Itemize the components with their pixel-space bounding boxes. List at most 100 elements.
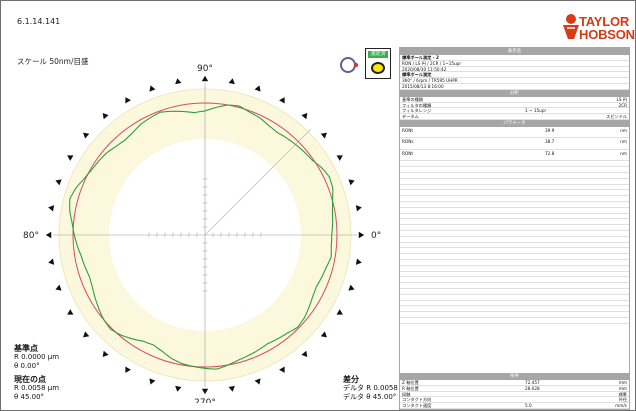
angle-marker — [175, 78, 182, 85]
angle-marker — [83, 331, 90, 338]
analysis-row: フィルタレンジ 1 ~ 15upr — [400, 108, 629, 115]
parameter-unit: nm — [620, 139, 627, 145]
overview-row-label: 標準ボール測定 — [402, 72, 432, 78]
condition-unit: 標準 — [618, 391, 627, 397]
condition-value: 28.028 — [525, 385, 540, 391]
angle-marker — [48, 258, 55, 265]
reference-point-readout: 基準点 R 0.0000 μm θ 0.00° — [14, 344, 59, 371]
condition-rows: Z 軸位置 72.457 mm R 軸位置 28.028 mm 探触 標準 コンタクト方向 外径コ… — [400, 380, 629, 409]
analysis-row-range: 1 ~ 15upr — [525, 108, 547, 114]
results-panel: 表示名 標準ボール測定 - 2 RON / LS 円 / 2CR / 1~15up… — [399, 47, 630, 410]
angle-marker — [348, 284, 355, 291]
scale-label: スケール 50nm/目盛 — [17, 57, 89, 66]
overview-row-label: RON / LS 円 / 2CR / 1~15upr — [402, 60, 462, 66]
empty-rows — [400, 161, 629, 324]
circle-run-icon[interactable] — [339, 55, 359, 75]
current-point-readout: 現在の点 R 0.0058 μm θ 45.00° — [14, 375, 59, 402]
angle-marker — [301, 350, 308, 357]
angle-label: 90° — [197, 64, 213, 74]
analysis-row-label: データム — [402, 114, 419, 120]
angle-marker — [48, 205, 55, 212]
overview-row: 標準ボール測定 — [400, 72, 629, 79]
angle-marker — [355, 258, 362, 265]
angle-marker — [228, 78, 235, 85]
empty-row — [400, 312, 629, 318]
condition-row: Z 軸位置 72.457 mm — [400, 380, 629, 386]
yellow-lamp-icon — [371, 62, 385, 74]
empty-row — [400, 225, 629, 232]
angle-label: 0° — [371, 231, 381, 241]
empty-row — [400, 185, 629, 191]
condition-label: コンタクト速度 — [402, 403, 432, 409]
brand-line-1: TAYLOR — [579, 14, 630, 29]
angle-marker — [336, 309, 343, 315]
empty-row — [400, 266, 629, 272]
angle-label: 270° — [194, 398, 216, 403]
condition-label: コンタクト方向 — [402, 397, 432, 403]
status-lamp[interactable]: 測定済 — [365, 48, 391, 79]
angle-marker — [348, 179, 355, 186]
parameters-section-header: パラメータ — [400, 119, 629, 127]
angle-marker — [55, 179, 62, 186]
condition-value: 72.457 — [525, 380, 540, 386]
parameter-unit: nm — [620, 150, 627, 156]
current-point-theta: θ 45.00° — [14, 393, 45, 401]
empty-row — [400, 196, 629, 203]
angle-marker — [320, 132, 327, 139]
angle-marker — [175, 385, 182, 392]
angle-marker — [254, 85, 261, 92]
analysis-row-value: LS 円 — [616, 96, 627, 102]
parameter-unit: nm — [620, 127, 627, 133]
condition-value: 5.0 — [525, 403, 532, 409]
empty-row — [400, 208, 629, 214]
empty-row — [400, 173, 629, 179]
difference-readout: 差分 デルタ R 0.0058 μm デルタ θ 45.00° — [343, 375, 411, 402]
empty-row — [400, 272, 629, 278]
condition-row: R 軸位置 28.028 mm — [400, 386, 629, 392]
status-badge: 測定済 — [368, 51, 388, 58]
angle-marker — [201, 75, 209, 82]
angle-marker — [125, 97, 131, 104]
angle-marker — [102, 350, 109, 357]
analysis-row-value: スピンドル — [606, 114, 627, 120]
empty-row — [400, 237, 629, 243]
empty-row — [400, 318, 629, 324]
roundness-trace — [69, 104, 334, 370]
overview-row: 2015/08/13 8:16:00 — [400, 84, 629, 90]
angle-marker — [228, 385, 235, 392]
angle-marker — [149, 85, 156, 92]
condition-label: 探触 — [402, 391, 411, 397]
analysis-rows: 基準の種類 LS 円フィルタの種類 2CR フィルタレンジ 1 ~ 15upr データム ス… — [400, 97, 629, 120]
overview-row: 360° / 6rpm / TR595 UHPR — [400, 78, 629, 84]
angle-marker — [336, 155, 343, 161]
analysis-row: フィルタの種類 2CR — [400, 103, 629, 109]
overview-section-header: 表示名 — [400, 48, 629, 55]
empty-row — [400, 289, 629, 295]
analysis-row-label: フィルタレンジ — [402, 108, 432, 114]
condition-row: 探触 標準 — [400, 392, 629, 398]
angle-label: 180° — [23, 231, 39, 241]
conditions-section: 条件 Z 軸位置 72.457 mm R 軸位置 28.028 mm 探触 標準 コンタクト方向… — [400, 373, 629, 409]
parameter-value: 72.8 — [545, 150, 555, 156]
parameter-row: RONs 38.7 nm — [400, 138, 629, 150]
parameter-rows: RONt 39.9 nm RONs 38.7 nm RONt 72.8 nm — [400, 127, 629, 162]
parameter-name: RONs — [402, 139, 414, 145]
current-point-title: 現在の点 — [14, 375, 46, 384]
overview-row-label: 360° / 6rpm / TR595 UHPR — [402, 78, 458, 84]
condition-label: R 軸位置 — [402, 385, 419, 391]
angle-marker — [201, 388, 209, 395]
analysis-row: データム スピンドル — [400, 114, 629, 120]
angle-marker — [320, 331, 327, 338]
analysis-row-label: 基準の種類 — [402, 96, 423, 102]
condition-unit: 外径 — [618, 397, 627, 403]
overview-row: 標準ボール測定 - 2 — [400, 55, 629, 61]
angle-marker — [83, 132, 90, 139]
empty-row — [400, 260, 629, 266]
condition-unit: mm/s — [615, 403, 627, 409]
condition-row: コンタクト方向 外径 — [400, 397, 629, 404]
empty-row — [400, 248, 629, 255]
condition-label: Z 軸位置 — [402, 380, 419, 386]
brand-logo: TAYLOR HOBSON — [558, 9, 636, 45]
overview-row: RON / LS 円 / 2CR / 1~15upr — [400, 61, 629, 67]
